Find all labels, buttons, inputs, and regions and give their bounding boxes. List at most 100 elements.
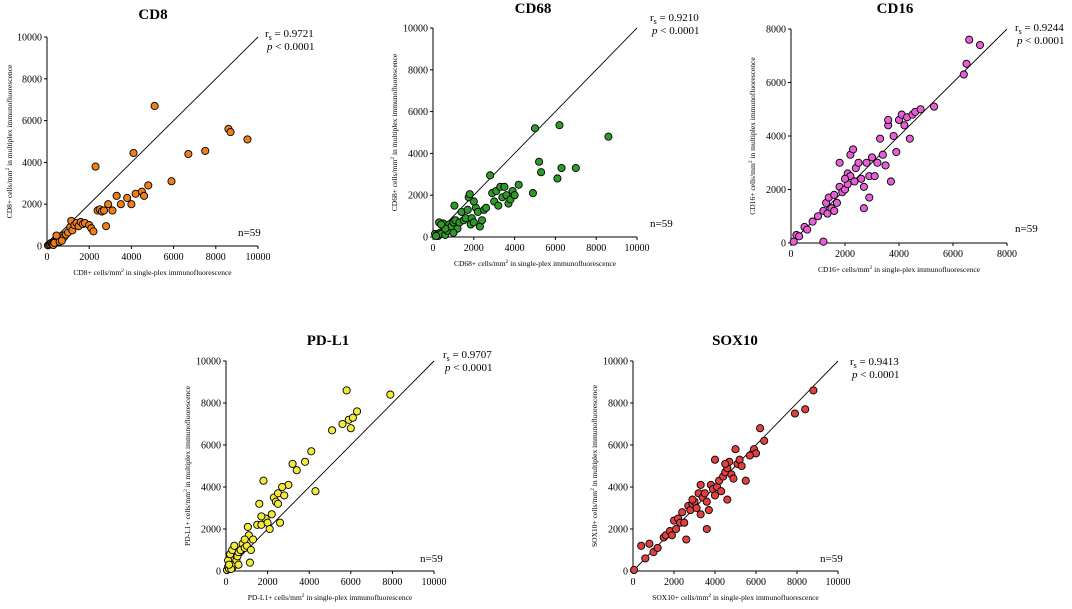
y-tick-label: 2000 (201, 525, 221, 536)
data-point (494, 201, 503, 210)
data-point (729, 474, 738, 483)
data-point (717, 487, 726, 496)
data-point (795, 232, 804, 241)
data-point (830, 190, 839, 199)
y-tick-label: 4000 (22, 158, 42, 169)
data-point (959, 70, 968, 79)
y-tick-label: 4000 (201, 483, 221, 494)
data-point (535, 157, 544, 166)
data-point (667, 531, 677, 540)
data-point (859, 182, 868, 191)
n-label: n=59 (420, 553, 443, 565)
data-point (801, 405, 810, 414)
data-point (809, 386, 818, 395)
data-point (760, 436, 769, 445)
data-point (338, 419, 347, 429)
data-point (745, 451, 754, 460)
chart-title: CD16 (877, 1, 914, 17)
data-point (112, 191, 121, 200)
x-tick-label: 0 (431, 243, 436, 254)
data-point (477, 216, 487, 225)
data-point (790, 409, 800, 418)
n-label: n=59 (820, 553, 843, 565)
data-point (57, 236, 66, 245)
rs-annotation: rs = 0.9707 (443, 349, 492, 363)
p-annotation: p < 0.0001 (851, 369, 899, 381)
data-point (886, 177, 895, 186)
data-point (245, 558, 254, 567)
data-point (144, 181, 153, 190)
data-point (225, 560, 234, 569)
data-point (553, 174, 562, 183)
data-point (140, 191, 149, 200)
x-axis-label: SOX10+ cells/mm2 in single-plex immunofl… (652, 593, 819, 602)
x-tick-label: 8000 (382, 577, 402, 588)
x-tick-label: 6000 (943, 249, 963, 260)
data-point (230, 541, 239, 550)
data-point (692, 503, 701, 513)
data-point (127, 200, 136, 209)
data-point (102, 222, 111, 231)
identity-line (225, 360, 435, 572)
data-point (672, 524, 681, 534)
data-point (500, 182, 509, 191)
data-point (721, 459, 730, 468)
y-tick-label: 0 (423, 233, 428, 244)
y-axis-label: CD16+ cells/mm2 in multiplex immunofluor… (748, 57, 757, 215)
data-point (857, 174, 866, 183)
data-point (571, 163, 580, 173)
data-point (741, 476, 750, 485)
x-tick-label: 4000 (889, 249, 909, 260)
data-point (91, 162, 100, 171)
data-point (265, 524, 274, 534)
data-point (813, 212, 823, 221)
data-point (328, 426, 337, 435)
data-point (680, 518, 689, 527)
data-point (965, 35, 974, 44)
y-tick-label: 0 (216, 567, 221, 578)
y-tick-label: 8000 (608, 399, 628, 410)
data-point (905, 134, 914, 143)
y-tick-label: 8000 (22, 74, 42, 85)
p-annotation: p < 0.0001 (651, 25, 699, 37)
y-axis-label: PD-L1+ cells/mm2 in multiplex immunofluo… (183, 385, 192, 546)
x-axis-label: PD-L1+ cells/mm2 in single-plex immunofl… (248, 593, 413, 602)
y-tick-label: 0 (37, 242, 42, 253)
data-point (259, 476, 268, 485)
data-point (884, 115, 893, 124)
data-point (311, 487, 320, 496)
n-label: n=59 (650, 218, 673, 230)
rs-annotation: rs = 0.9210 (650, 12, 699, 26)
data-point (99, 206, 109, 215)
x-tick-label: 10000 (625, 243, 650, 254)
data-point (930, 102, 939, 111)
data-point (288, 459, 297, 468)
data-point (537, 168, 546, 177)
x-tick-label: 8000 (787, 577, 807, 588)
y-tick-label: 0 (623, 567, 628, 578)
y-tick-label: 2000 (408, 191, 428, 202)
data-point (702, 524, 711, 534)
x-tick-label: 6000 (164, 252, 184, 263)
data-point (873, 158, 882, 167)
data-point (510, 191, 519, 200)
y-axis-label: CD68+ cells/mm2 in multiplex immunofluor… (390, 53, 399, 211)
n-label: n=59 (1015, 223, 1038, 235)
y-tick-label: 8000 (201, 399, 221, 410)
data-point (184, 149, 193, 159)
x-tick-label: 6000 (545, 243, 565, 254)
chart-title: SOX10 (712, 333, 758, 349)
data-point (682, 535, 691, 544)
data-point (723, 495, 732, 504)
data-point (881, 161, 890, 170)
x-tick-label: 2000 (835, 249, 855, 260)
data-point (280, 491, 289, 500)
data-point (876, 134, 885, 143)
data-point (808, 217, 817, 226)
x-tick-label: 10000 (246, 252, 271, 263)
identity-line (790, 28, 1008, 244)
y-tick-label: 6000 (201, 441, 221, 452)
data-point (342, 386, 351, 395)
y-tick-label: 10000 (17, 33, 42, 44)
data-point (278, 482, 287, 492)
